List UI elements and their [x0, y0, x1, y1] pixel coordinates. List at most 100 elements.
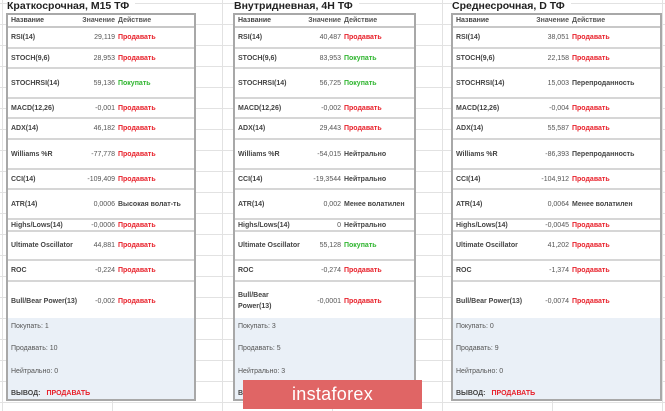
summary-buy: Покупать: 3 — [238, 323, 276, 330]
indicator-value: 38,051 — [547, 34, 569, 41]
indicator-action: Продавать — [344, 34, 382, 41]
indicator-value: 0,002 — [323, 200, 341, 208]
header-name: Название — [238, 17, 272, 24]
indicator-action: Продавать — [572, 54, 610, 62]
indicator-value: 55,587 — [547, 125, 569, 132]
table-row: Bull/Bear Power(13) -0,002 Продавать — [8, 282, 194, 322]
indicator-action: Высокая волат-ть — [118, 200, 181, 208]
header-action: Действие — [572, 17, 606, 24]
table-row: ROC -1,374 Продавать — [453, 261, 660, 282]
indicator-value: -0,0045 — [545, 221, 569, 229]
table-row: Williams %R -86,393 Перепроданность — [453, 140, 660, 170]
indicator-action: Перепроданность — [572, 79, 635, 87]
table-row: STOCHRSI(14) 59,136 Покупать — [8, 69, 194, 99]
indicator-name: CCI(14) — [11, 175, 36, 183]
table-row: ATR(14) 0,0006 Высокая волат-ть — [8, 190, 194, 220]
indicator-value: 44,881 — [93, 242, 115, 249]
instaforex-watermark: instaforex — [243, 380, 422, 409]
indicator-action: Продавать — [572, 267, 610, 274]
panel-title: Краткосрочная, M15 ТФ — [7, 0, 136, 13]
indicator-panel: Название Значение Действие RSI(14) 40,48… — [233, 13, 416, 401]
indicator-action: Продавать — [572, 175, 610, 183]
table-row: Williams %R -77,778 Продавать — [8, 140, 194, 170]
header-value: Значение — [308, 17, 341, 24]
indicator-action: Покупать — [118, 79, 151, 87]
indicator-value: -0,274 — [321, 267, 341, 274]
indicator-action: Продавать — [344, 267, 382, 274]
indicator-action: Продавать — [344, 104, 382, 112]
table-row: ADX(14) 46,182 Продавать — [8, 119, 194, 140]
indicator-value: 0,0064 — [547, 200, 569, 208]
indicator-name: ROC — [456, 267, 472, 274]
conclusion-value: ПРОДАВАТЬ — [46, 390, 91, 397]
summary-conclusion: ВЫВОД: ПРОДАВАТЬ — [11, 390, 90, 397]
summary-sell: Продавать: 9 — [456, 345, 499, 352]
indicator-action: Продавать — [118, 267, 156, 274]
indicator-value: 29,443 — [319, 125, 341, 132]
conclusion-label: ВЫВОД: — [456, 390, 486, 397]
indicator-action: Продавать — [344, 297, 382, 305]
indicator-action: Продавать — [572, 242, 610, 249]
table-row: Bull/Bear Power(13) -0,0074 Продавать — [453, 282, 660, 322]
table-row: CCI(14) -104,912 Продавать — [453, 170, 660, 190]
indicator-value: 0 — [337, 221, 341, 229]
header-name: Название — [11, 17, 45, 24]
indicator-value: 55,128 — [319, 242, 341, 249]
indicator-name: MACD(12,26) — [11, 104, 55, 112]
indicator-name: ATR(14) — [238, 200, 265, 208]
indicator-action: Продавать — [118, 297, 156, 305]
table-row: CCI(14) -109,409 Продавать — [8, 170, 194, 190]
table-row: STOCH(9,6) 83,953 Покупать — [235, 49, 414, 69]
table-row: MACD(12,26) -0,004 Продавать — [453, 99, 660, 119]
indicator-action: Нейтрально — [344, 175, 387, 183]
conclusion-label: ВЫВОД: — [11, 390, 41, 397]
table-row: Highs/Lows(14) 0 Нейтрально — [235, 220, 414, 232]
summary-block: Покупать: 1 Продавать: 10 Нейтрально: 0 … — [8, 318, 194, 399]
indicator-action: Продавать — [118, 242, 156, 249]
indicator-name: ATR(14) — [456, 200, 483, 208]
indicator-name: STOCHRSI(14) — [456, 79, 505, 87]
indicator-action: Продавать — [118, 125, 156, 132]
table-row: Bull/Bear Power(13) -0,0001 Продавать — [235, 282, 414, 322]
indicator-action: Продавать — [118, 104, 156, 112]
summary-neutral: Нейтрально: 0 — [11, 368, 59, 375]
indicator-name: ROC — [11, 267, 27, 274]
indicator-action: Продавать — [572, 297, 610, 305]
table-row: RSI(14) 40,487 Продавать — [235, 28, 414, 49]
indicator-action: Продавать — [118, 175, 156, 183]
table-row: ADX(14) 55,587 Продавать — [453, 119, 660, 140]
table-row: MACD(12,26) -0,002 Продавать — [235, 99, 414, 119]
indicator-action: Менее волатилен — [344, 200, 405, 208]
indicator-name: CCI(14) — [238, 175, 263, 183]
indicator-action: Покупать — [344, 54, 377, 62]
indicator-value: -77,778 — [91, 150, 115, 158]
header-name: Название — [456, 17, 490, 24]
indicator-name: Bull/Bear Power(13) — [238, 292, 272, 310]
indicator-name: ROC — [238, 267, 254, 274]
table-row: ATR(14) 0,002 Менее волатилен — [235, 190, 414, 220]
indicator-name: RSI(14) — [456, 34, 481, 41]
indicator-name: STOCHRSI(14) — [11, 79, 60, 87]
indicator-value: 29,119 — [94, 34, 115, 41]
indicator-value: 28,953 — [93, 54, 115, 62]
indicator-value: -86,393 — [545, 150, 569, 158]
table-row: MACD(12,26) -0,001 Продавать — [8, 99, 194, 119]
indicator-name: Highs/Lows(14) — [456, 221, 508, 229]
panel-title: Среднесрочная, D ТФ — [452, 0, 571, 13]
table-header: Название Значение Действие — [8, 15, 194, 28]
indicator-action: Продавать — [344, 125, 382, 132]
table-row: Ultimate Oscillator 44,881 Продавать — [8, 232, 194, 261]
indicator-value: 0,0006 — [93, 200, 115, 208]
indicator-name: Ultimate Oscillator — [456, 242, 518, 249]
indicator-value: 83,953 — [319, 54, 341, 62]
indicator-value: -0,0006 — [91, 221, 115, 229]
indicator-action: Продавать — [572, 104, 610, 112]
indicator-value: 56,725 — [319, 79, 341, 87]
indicator-name: STOCH(9,6) — [11, 54, 50, 62]
indicator-name: ADX(14) — [238, 125, 266, 132]
indicator-value: -0,0001 — [317, 297, 341, 305]
indicator-value: 40,487 — [319, 34, 341, 41]
indicator-name: Ultimate Oscillator — [238, 242, 300, 249]
indicator-action: Менее волатилен — [572, 200, 633, 208]
table-row: STOCH(9,6) 22,158 Продавать — [453, 49, 660, 69]
